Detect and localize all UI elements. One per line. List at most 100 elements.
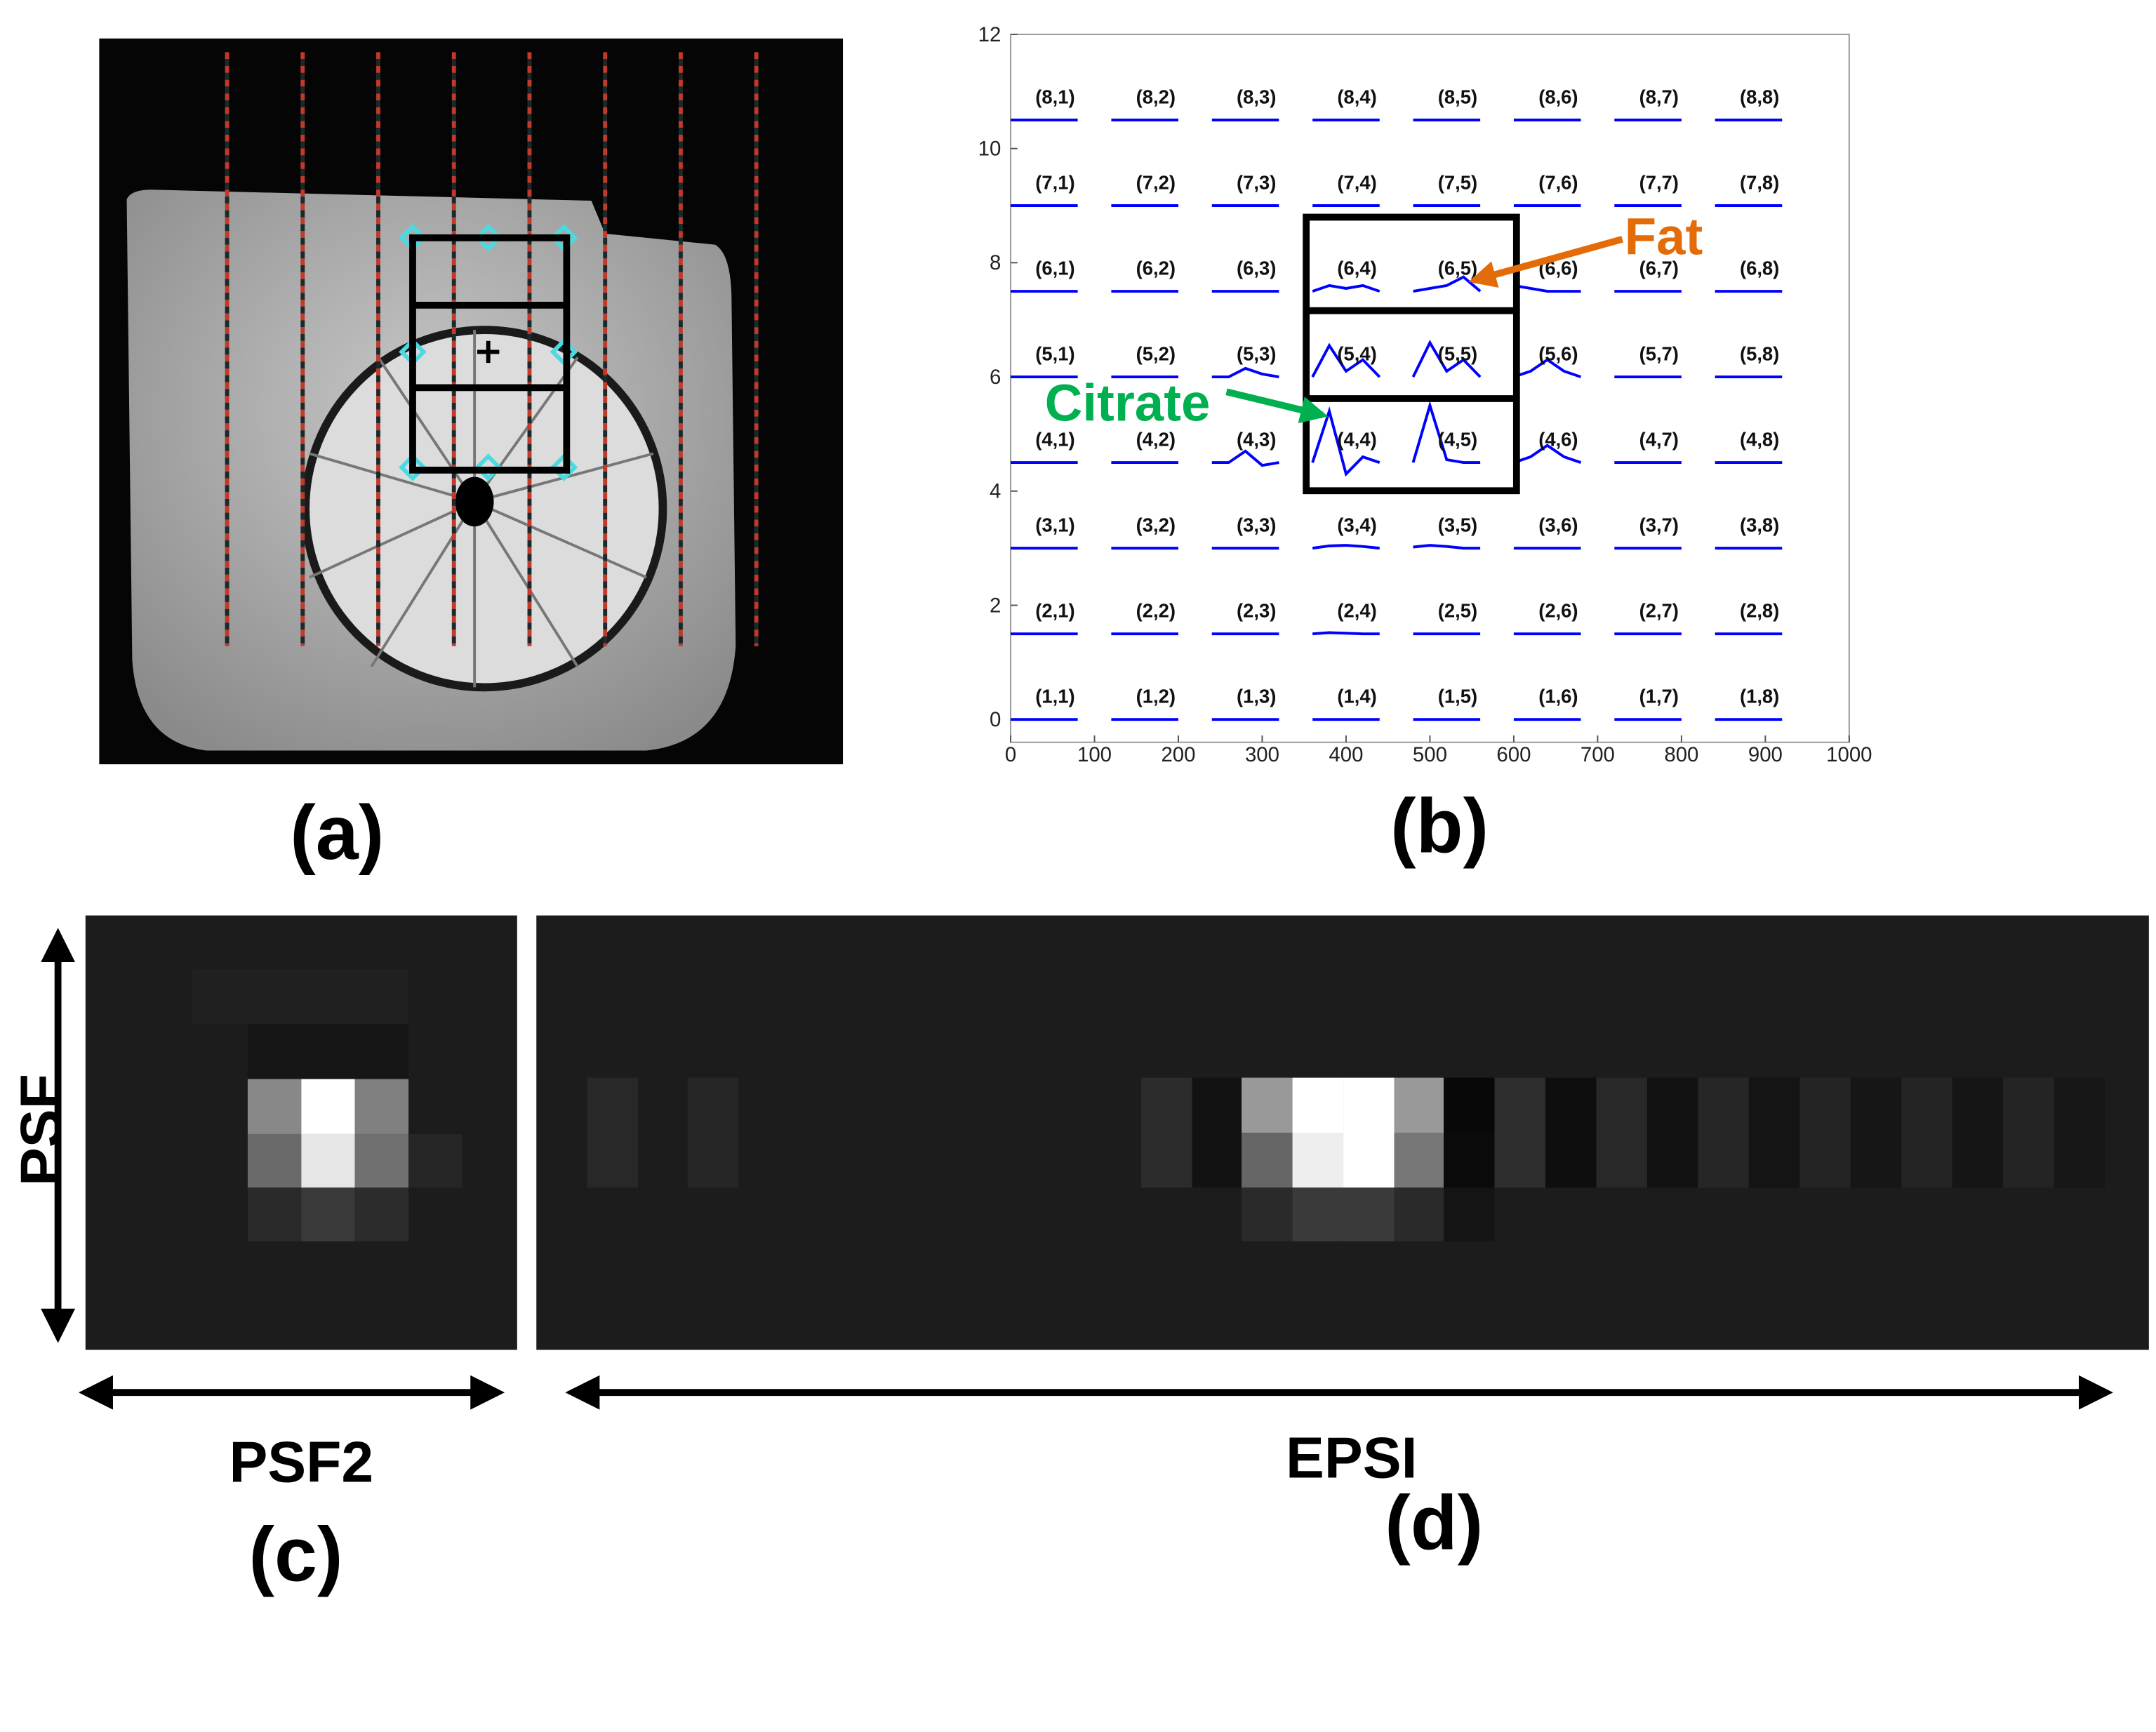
y-tick-label: 10: [978, 137, 1002, 160]
voxel-label: (5,3): [1237, 343, 1276, 365]
fat-arrow: [1468, 236, 1623, 288]
voxel-label: (2,6): [1538, 600, 1578, 622]
x-tick-label: 500: [1413, 743, 1447, 766]
voxel-label: (6,2): [1136, 258, 1176, 279]
mri-image: [99, 38, 844, 765]
voxel-label: (5,6): [1538, 343, 1578, 365]
voxel-label: (3,3): [1237, 514, 1276, 536]
voxel-label: (7,2): [1136, 172, 1176, 194]
voxel-label: (6,4): [1337, 258, 1376, 279]
spectra-chart: 0 100 200 300 400 500 600 700 800 900 1000 0 2 4 6 8 10 1…: [978, 23, 1872, 766]
voxel-label: (8,5): [1438, 86, 1477, 107]
voxel-label: (2,3): [1237, 600, 1276, 622]
citrate-arrow: [1225, 388, 1329, 424]
y-tick-label: 6: [990, 366, 1001, 389]
y-tick-label: 0: [990, 708, 1001, 731]
voxel-label: (3,4): [1337, 514, 1376, 536]
voxel-label: (6,7): [1639, 258, 1679, 279]
spectrum-trace: [1011, 340, 1783, 379]
voxel-label: (8,6): [1538, 86, 1578, 107]
panel-label: (a): [290, 790, 384, 876]
voxel-label: (8,3): [1237, 86, 1276, 107]
voxel-label: (6,3): [1237, 258, 1276, 279]
voxel-label: (7,6): [1538, 172, 1578, 194]
voxel-label: (6,1): [1035, 258, 1074, 279]
voxel-label: (2,4): [1337, 600, 1376, 622]
voxel-label: (2,2): [1136, 600, 1176, 622]
voxel-label: (2,5): [1438, 600, 1477, 622]
voxel-label: (1,7): [1639, 686, 1679, 707]
voxel-label: (4,1): [1035, 429, 1074, 451]
voxel-label: (7,7): [1639, 172, 1679, 194]
voxel-label: (4,6): [1538, 429, 1578, 451]
psf-label: PSF: [10, 1074, 74, 1186]
voxel-label: (4,8): [1740, 429, 1779, 451]
voxel-label: (8,4): [1337, 86, 1376, 107]
fat-label: Fat: [1625, 207, 1703, 265]
voxel-label: (3,6): [1538, 514, 1578, 536]
voxel-label: (4,7): [1639, 429, 1679, 451]
psf-image: [85, 915, 517, 1350]
voxel-label: (5,4): [1337, 343, 1376, 365]
x-tick-label: 900: [1748, 743, 1783, 766]
voxel-label: (1,6): [1538, 686, 1578, 707]
voxel-label: (2,8): [1740, 600, 1779, 622]
voxel-label: (3,1): [1035, 514, 1074, 536]
y-tick-label: 2: [990, 594, 1001, 617]
voxel-label: (3,5): [1438, 514, 1477, 536]
voxel-label: (5,2): [1136, 343, 1176, 365]
voxel-label: (8,2): [1136, 86, 1176, 107]
voxel-label: (7,4): [1337, 172, 1376, 194]
psf2-label: PSF2: [229, 1431, 373, 1495]
voxel-label: (8,7): [1639, 86, 1679, 107]
spectrum-trace: [1011, 631, 1783, 636]
voxel-label: (8,1): [1035, 86, 1074, 107]
voxel-label: (2,1): [1035, 600, 1074, 622]
x-tick-label: 0: [1005, 743, 1016, 766]
voxel-label: (3,2): [1136, 514, 1176, 536]
voxel-label: (5,5): [1438, 343, 1477, 365]
x-tick-label: 600: [1496, 743, 1531, 766]
voxel-label: (1,3): [1237, 686, 1276, 707]
spectrum-trace: [1011, 275, 1783, 293]
voxel-label: (4,5): [1438, 429, 1477, 451]
epsi-image: [536, 915, 2149, 1350]
x-tick-label: 400: [1329, 743, 1363, 766]
spectrum-trace: [1011, 400, 1783, 477]
voxel-label: (5,1): [1035, 343, 1074, 365]
voxel-label: (7,8): [1740, 172, 1779, 194]
x-tick-label: 800: [1664, 743, 1698, 766]
voxel-label: (7,3): [1237, 172, 1276, 194]
voxel-label: (4,3): [1237, 429, 1276, 451]
panel-label: (b): [1390, 783, 1489, 869]
voxel-label: (8,8): [1740, 86, 1779, 107]
voxel-label: (1,1): [1035, 686, 1074, 707]
voxel-label: (1,5): [1438, 686, 1477, 707]
voxel-label: (7,5): [1438, 172, 1477, 194]
voxel-label: (5,7): [1639, 343, 1679, 365]
x-tick-label: 1000: [1826, 743, 1872, 766]
voxel-label: (2,7): [1639, 600, 1679, 622]
voxel-label: (6,8): [1740, 258, 1779, 279]
spectrum-trace: [1011, 544, 1783, 550]
voxel-label: (7,1): [1035, 172, 1074, 194]
voxel-label: (5,8): [1740, 343, 1779, 365]
voxel-label: (1,2): [1136, 686, 1176, 707]
x-tick-label: 100: [1077, 743, 1112, 766]
x-tick-label: 200: [1161, 743, 1195, 766]
voxel-label: (3,8): [1740, 514, 1779, 536]
voxel-label: (6,5): [1438, 258, 1477, 279]
citrate-label: Citrate: [1045, 373, 1211, 432]
y-tick-label: 8: [990, 251, 1001, 274]
voxel-label: (3,7): [1639, 514, 1679, 536]
voxel-label: (4,4): [1337, 429, 1376, 451]
x-tick-label: 300: [1245, 743, 1279, 766]
voxel-label: (1,4): [1337, 686, 1376, 707]
y-tick-label: 4: [990, 480, 1001, 503]
voxel-label: (1,8): [1740, 686, 1779, 707]
voxel-boxes: [1303, 213, 1520, 495]
epsi-label: EPSI: [1286, 1427, 1417, 1491]
panel-label: (c): [248, 1512, 342, 1598]
